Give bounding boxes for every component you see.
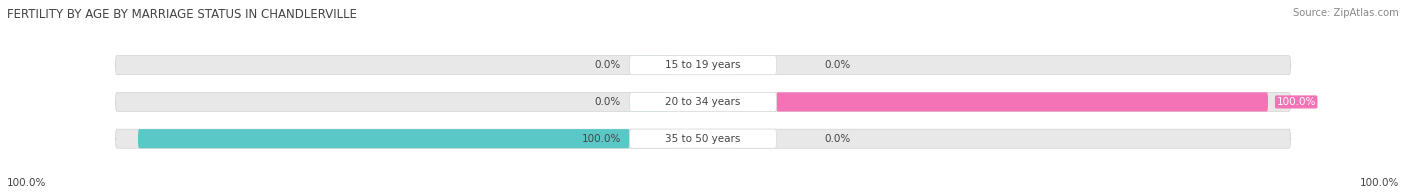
Text: 35 to 50 years: 35 to 50 years	[665, 134, 741, 144]
FancyBboxPatch shape	[630, 92, 776, 112]
Text: 0.0%: 0.0%	[824, 60, 851, 70]
FancyBboxPatch shape	[630, 56, 776, 75]
FancyBboxPatch shape	[737, 129, 776, 148]
Text: 100.0%: 100.0%	[1277, 97, 1316, 107]
Text: 0.0%: 0.0%	[595, 60, 621, 70]
Text: 100.0%: 100.0%	[1360, 178, 1399, 188]
Text: 0.0%: 0.0%	[824, 134, 851, 144]
FancyBboxPatch shape	[115, 56, 1291, 75]
Text: Source: ZipAtlas.com: Source: ZipAtlas.com	[1294, 8, 1399, 18]
Text: 0.0%: 0.0%	[595, 97, 621, 107]
FancyBboxPatch shape	[737, 92, 776, 112]
FancyBboxPatch shape	[737, 56, 776, 75]
Text: 100.0%: 100.0%	[582, 134, 621, 144]
FancyBboxPatch shape	[776, 92, 1268, 112]
Text: 15 to 19 years: 15 to 19 years	[665, 60, 741, 70]
FancyBboxPatch shape	[138, 129, 630, 148]
FancyBboxPatch shape	[630, 56, 669, 75]
FancyBboxPatch shape	[630, 129, 776, 148]
Text: FERTILITY BY AGE BY MARRIAGE STATUS IN CHANDLERVILLE: FERTILITY BY AGE BY MARRIAGE STATUS IN C…	[7, 8, 357, 21]
FancyBboxPatch shape	[630, 92, 669, 112]
Text: 100.0%: 100.0%	[7, 178, 46, 188]
FancyBboxPatch shape	[630, 129, 669, 148]
FancyBboxPatch shape	[115, 92, 1291, 112]
FancyBboxPatch shape	[115, 129, 1291, 148]
Text: 20 to 34 years: 20 to 34 years	[665, 97, 741, 107]
